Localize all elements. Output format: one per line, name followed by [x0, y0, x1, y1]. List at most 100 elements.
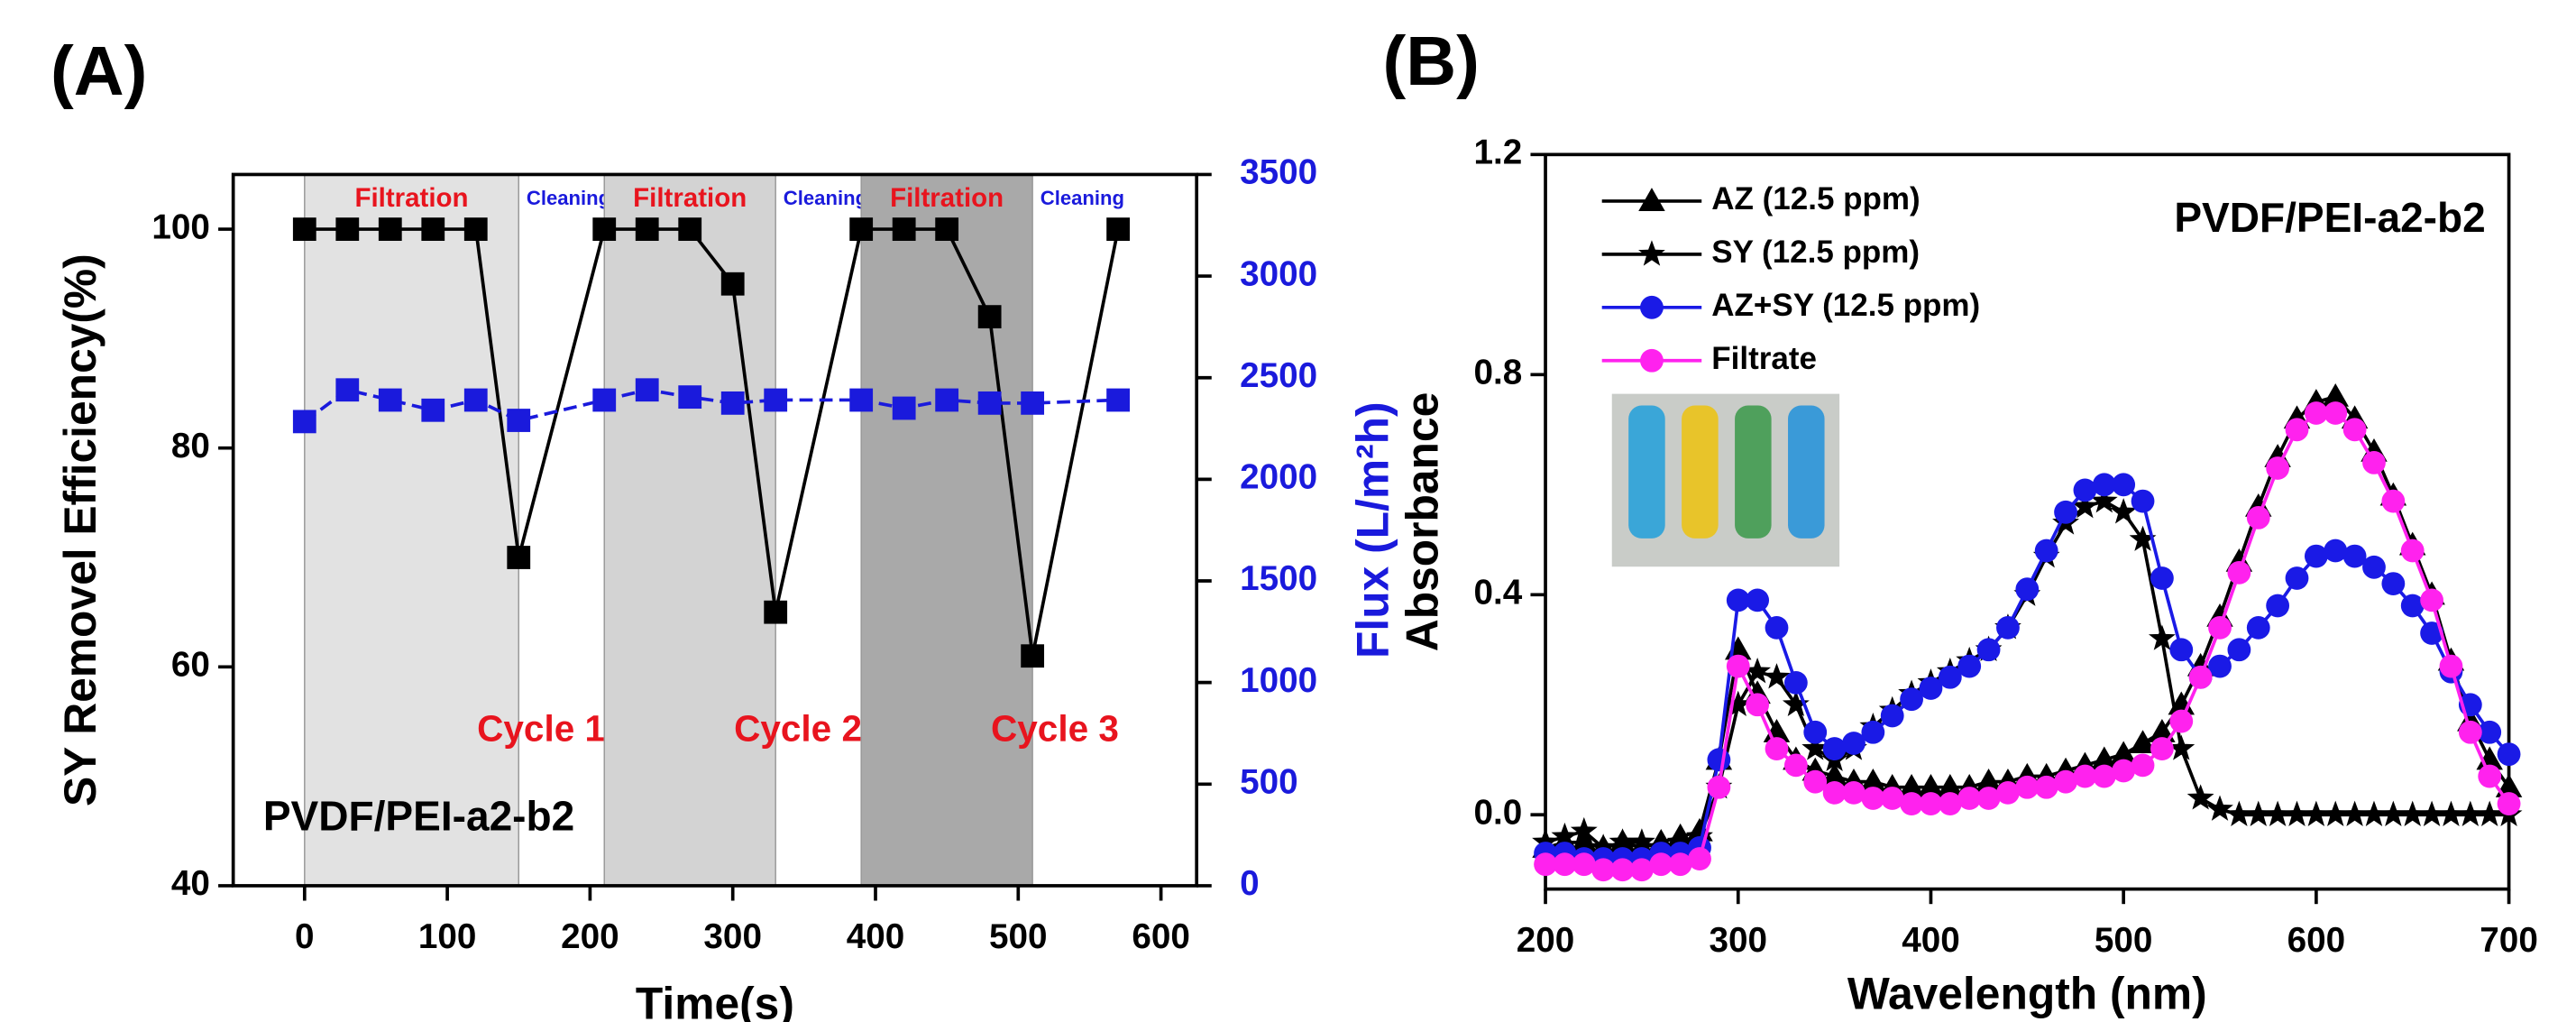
marker — [678, 217, 702, 241]
marker — [1707, 748, 1731, 772]
marker — [1976, 638, 2001, 662]
marker — [463, 388, 488, 412]
marker — [1842, 780, 1866, 805]
marker — [678, 385, 702, 410]
marker — [2456, 800, 2484, 826]
marker — [1782, 690, 1810, 717]
marker — [2110, 498, 2138, 524]
legend-marker — [1640, 348, 1664, 373]
marker — [2302, 800, 2330, 826]
x-tick-label: 100 — [418, 917, 477, 956]
marker — [2439, 654, 2463, 678]
y2-axis-label: Flux (L/m²h) — [1347, 401, 1398, 658]
marker — [2285, 418, 2309, 442]
marker — [2148, 624, 2176, 650]
x-tick-label: 400 — [847, 917, 905, 956]
marker — [1917, 774, 1945, 797]
marker — [1746, 588, 1770, 612]
marker — [1996, 615, 2020, 640]
marker — [2437, 800, 2465, 826]
marker — [1898, 774, 1925, 797]
marker — [2398, 800, 2426, 826]
marker — [1572, 852, 1596, 877]
marker — [2246, 506, 2270, 529]
marker — [935, 217, 959, 241]
x-tick-label: 300 — [1709, 921, 1767, 960]
y2-tick-label: 0 — [1240, 864, 1260, 903]
marker — [2420, 588, 2443, 612]
marker — [1996, 780, 2020, 805]
region-label: Filtration — [890, 183, 1004, 213]
marker — [2186, 784, 2214, 810]
vial — [1628, 405, 1665, 539]
marker — [1957, 654, 1982, 678]
marker — [1591, 858, 1616, 882]
marker — [1551, 822, 1579, 849]
marker — [1726, 588, 1750, 612]
y-tick-label: 40 — [171, 864, 210, 903]
marker — [1975, 768, 2003, 792]
x-axis-label: Time(s) — [636, 979, 794, 1022]
legend-label: AZ+SY (12.5 ppm) — [1711, 288, 1980, 323]
marker — [1803, 720, 1828, 744]
marker — [292, 217, 316, 241]
marker — [1532, 828, 1559, 854]
x-tick-label: 300 — [703, 917, 762, 956]
vial — [1682, 405, 1719, 539]
x-tick-label: 0 — [295, 917, 315, 956]
marker — [2341, 800, 2369, 826]
marker — [2092, 764, 2116, 788]
marker — [2129, 730, 2157, 754]
panel-label: (A) — [50, 32, 147, 110]
y2-tick-label: 2000 — [1240, 458, 1317, 497]
marker — [2322, 382, 2349, 407]
cycle-label: Cycle 1 — [477, 707, 605, 749]
shaded-region — [603, 173, 776, 887]
legend-label: AZ (12.5 ppm) — [1711, 181, 1920, 216]
marker — [507, 546, 531, 569]
marker — [1803, 769, 1828, 794]
marker — [2362, 451, 2386, 474]
marker — [1938, 792, 1962, 815]
marker — [1021, 644, 1045, 668]
legend-marker — [1638, 240, 1665, 266]
marker — [2264, 800, 2292, 826]
marker — [378, 217, 402, 241]
y-tick-label: 1.2 — [1473, 134, 1522, 172]
marker — [378, 388, 402, 412]
marker — [2169, 709, 2194, 733]
annotation: PVDF/PEI-a2-b2 — [263, 792, 574, 839]
plot-frame — [1544, 152, 2511, 891]
marker — [2227, 560, 2251, 585]
marker — [2420, 621, 2443, 645]
y-tick-label: 80 — [171, 427, 210, 465]
marker — [2092, 473, 2116, 497]
marker — [977, 391, 1002, 415]
marker — [2034, 775, 2058, 799]
marker — [2150, 566, 2174, 590]
marker — [2015, 775, 2040, 799]
marker — [1106, 217, 1131, 241]
cycle-label: Cycle 2 — [734, 707, 862, 749]
x-tick-label: 700 — [2480, 921, 2538, 960]
x-axis-label: Wavelength (nm) — [1847, 969, 2207, 1019]
x-tick-label: 400 — [1902, 921, 1960, 960]
marker — [2131, 489, 2155, 513]
marker — [1724, 690, 1752, 717]
marker — [1842, 732, 1866, 755]
marker — [1938, 665, 1962, 689]
marker — [1859, 768, 1887, 792]
marker — [2497, 792, 2521, 815]
y-axis-label: SY Removel Efficiency(%) — [55, 253, 105, 806]
marker — [2244, 800, 2272, 826]
marker — [2342, 418, 2367, 442]
y-tick-label: 60 — [171, 646, 210, 685]
marker — [2110, 741, 2137, 765]
marker — [2361, 800, 2388, 826]
shaded-region — [860, 173, 1033, 887]
marker — [1571, 829, 1598, 852]
marker — [292, 410, 316, 434]
marker — [1021, 391, 1045, 415]
legend-marker — [1638, 188, 1665, 211]
marker — [635, 217, 659, 241]
